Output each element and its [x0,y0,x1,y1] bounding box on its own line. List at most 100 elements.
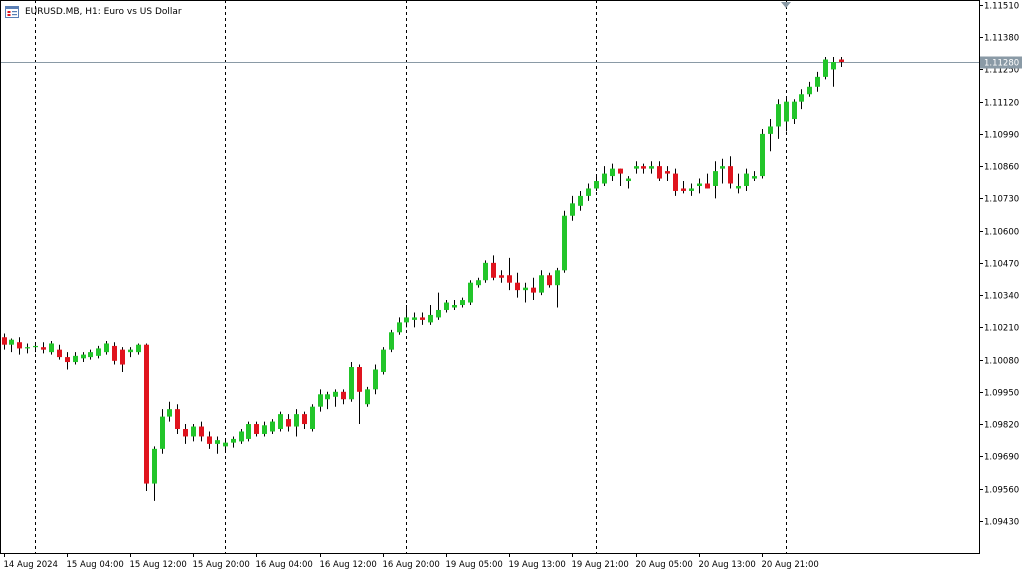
candle-body [302,414,307,425]
x-tick-label-8: 19 Aug 13:00 [509,560,566,570]
y-tick-label-14: 1.09690 [984,453,1019,463]
candle-16 [128,347,133,358]
candle-4 [33,342,38,353]
y-tick-label-6: 1.10730 [984,195,1019,205]
y-tick-label-0: 1.11510 [984,2,1019,12]
candle-body [65,357,70,363]
chart-shift-marker-icon[interactable] [781,2,791,8]
candle-body [33,345,38,348]
candle-26 [207,431,212,449]
candle-105 [831,57,836,87]
candle-57 [452,300,457,310]
y-tick-label-9: 1.10340 [984,292,1019,302]
candle-body [41,347,46,350]
candle-body [452,305,457,308]
candle-45 [357,364,362,425]
candle-body [325,394,330,400]
candle-body [720,166,725,169]
candle-body [476,280,481,286]
candle-body [634,166,639,169]
x-tick-label-2: 15 Aug 12:00 [130,560,187,570]
candle-88 [697,178,702,194]
price-axis[interactable]: 1.11510 1.11380 1.11250 1.11120 1.10990 1.108… [979,2,1019,528]
current-price-label: 1.11280 [980,56,1022,69]
candle-61 [483,260,488,283]
candle-53 [420,312,425,325]
candle-body [112,345,117,361]
y-tick-label-7: 1.10600 [984,228,1019,238]
candle-body [531,287,536,293]
candle-body [231,438,236,443]
candle-36 [286,414,291,432]
candle-11 [88,349,93,360]
candle-55 [436,292,441,320]
candle-body [713,171,718,186]
candle-60 [476,277,481,288]
candle-body [104,343,109,353]
candle-body [397,322,402,333]
candle-18 [144,343,149,492]
candle-17 [136,343,141,355]
candle-body [736,185,741,189]
candle-77 [610,163,615,182]
candle-3 [25,343,30,354]
x-tick-label-9: 19 Aug 21:00 [572,560,629,570]
candle-body [784,101,789,122]
candle-7 [57,344,62,360]
y-tick-label-2: 1.11250 [984,66,1019,76]
candle-body [136,344,141,353]
chart-title-text: EURUSD.MB, H1: Euro vs US Dollar [25,7,182,17]
candle-74 [586,183,591,201]
candle-body [9,339,14,345]
x-tick-label-0: 14 Aug 2024 [4,560,58,570]
candle-body [689,188,694,191]
candle-69 [547,272,552,288]
candle-72 [570,195,575,221]
candle-104 [823,57,828,80]
candle-25 [199,421,204,442]
candle-24 [191,424,196,442]
y-tick-label-12: 1.09950 [984,389,1019,399]
candle-35 [278,411,283,432]
candle-body [594,181,599,189]
candle-body [570,203,575,216]
candle-body [144,344,149,484]
candle-body [444,302,449,310]
candle-body [341,391,346,400]
candle-50 [397,317,402,335]
x-tick-label-7: 19 Aug 05:00 [446,560,503,570]
candle-67 [531,277,536,301]
candle-body [428,314,433,323]
candle-body [823,59,828,77]
candle-body [539,275,544,293]
candle-86 [681,181,686,194]
candle-body [523,287,528,291]
candle-68 [539,270,544,296]
candle-79 [626,176,631,189]
candle-90 [713,161,718,199]
candle-body [404,317,409,323]
candle-body [578,195,583,206]
candle-15 [120,347,125,372]
time-axis[interactable]: 14 Aug 2024 15 Aug 04:00 15 Aug 12:00 15 Au… [4,553,819,570]
candle-5 [41,342,46,354]
candle-85 [673,168,678,196]
candle-12 [96,345,101,359]
candle-body [349,367,354,400]
candle-body [318,394,323,407]
candle-body [697,183,702,186]
candle-0 [2,333,7,350]
candle-body [270,421,275,432]
candle-body [254,424,259,434]
candle-43 [341,389,346,405]
y-tick-label-11: 1.10080 [984,357,1019,367]
candle-body [199,426,204,437]
candle-body [831,61,836,70]
candle-body [436,309,441,318]
candle-body [96,348,101,356]
candle-33 [262,421,267,437]
candle-49 [389,329,394,353]
current-price-label-bg [980,56,1022,69]
